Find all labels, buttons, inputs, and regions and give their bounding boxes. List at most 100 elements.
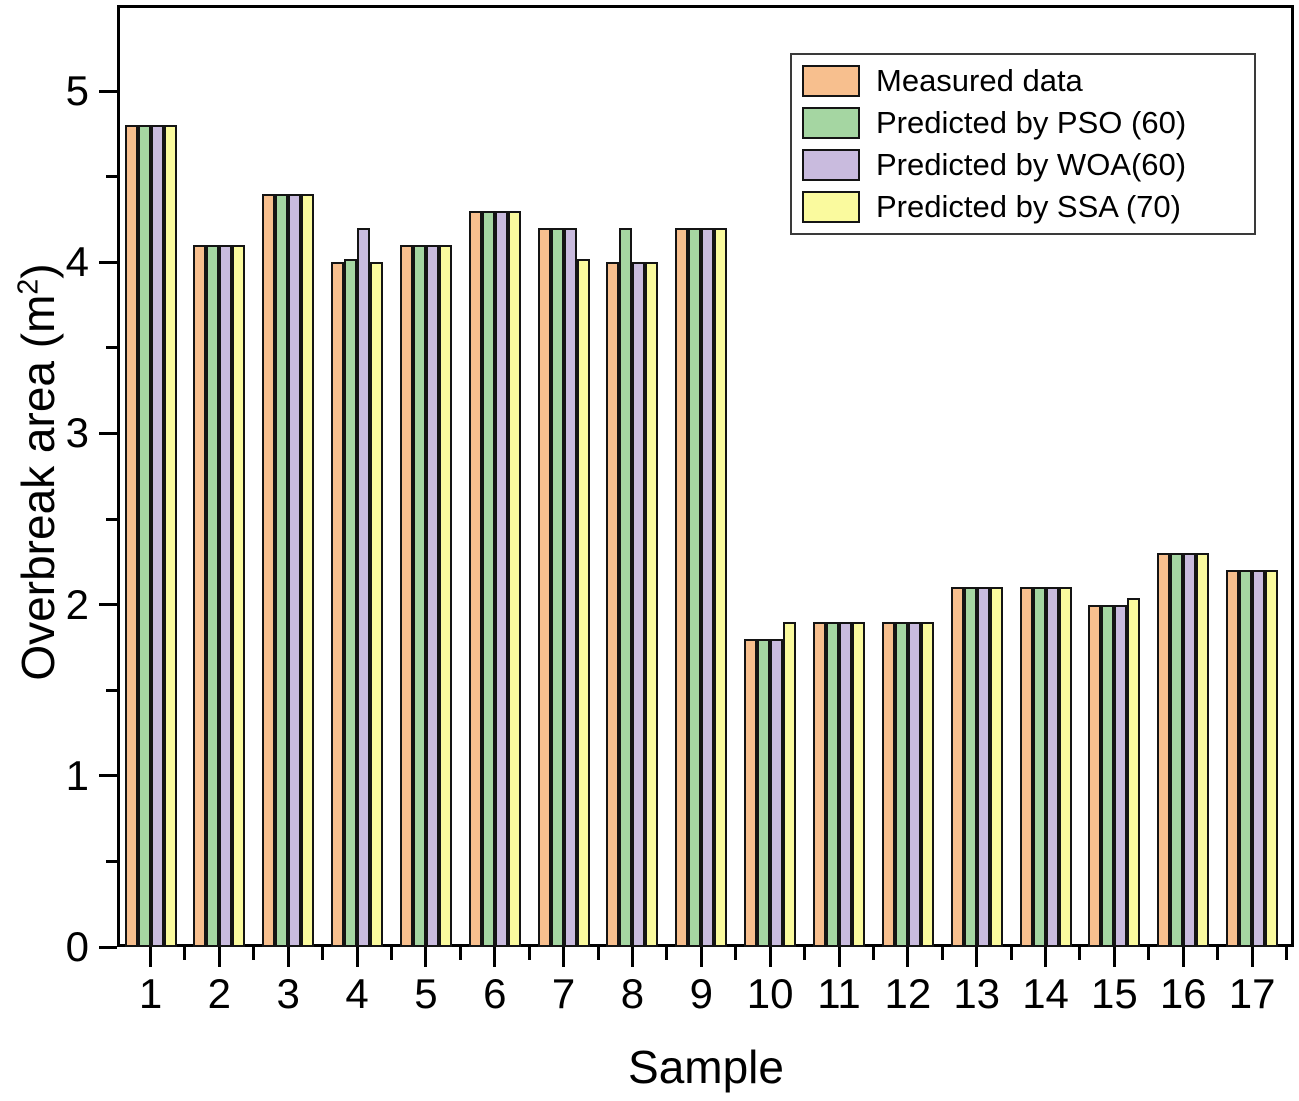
- legend-item-ssa: Predicted by SSA (70): [802, 188, 1244, 226]
- bar: [370, 262, 384, 947]
- x-tick-label: 16: [1159, 970, 1207, 1017]
- bar: [1101, 604, 1115, 947]
- x-tick-label: 1: [138, 970, 163, 1017]
- x-minor-tick: [389, 947, 393, 960]
- legend-item-measured: Measured data: [802, 62, 1244, 100]
- y-axis-title-suffix: ): [12, 263, 64, 279]
- x-major-tick: [1112, 947, 1116, 967]
- y-minor-tick: [106, 517, 117, 521]
- x-tick-label: 10: [746, 970, 794, 1017]
- x-minor-tick: [871, 947, 875, 960]
- y-major-tick: [99, 89, 117, 93]
- bar: [206, 245, 220, 947]
- x-minor-tick: [321, 947, 325, 960]
- x-major-tick: [699, 947, 703, 967]
- bar: [881, 621, 895, 947]
- bar: [193, 245, 207, 947]
- bar: [1114, 604, 1128, 947]
- x-tick-label: 2: [207, 970, 232, 1017]
- y-major-tick: [99, 774, 117, 778]
- bar: [1032, 587, 1046, 947]
- x-major-tick: [355, 947, 359, 967]
- x-major-tick: [493, 947, 497, 967]
- bar: [399, 245, 413, 947]
- bar: [412, 245, 426, 947]
- x-major-tick: [1181, 947, 1185, 967]
- y-axis-title: Overbreak area (m2): [12, 263, 64, 681]
- legend-swatch-woa: [802, 149, 860, 181]
- bar: [137, 125, 151, 947]
- x-major-tick: [975, 947, 979, 967]
- bar: [839, 621, 852, 947]
- legend-item-pso: Predicted by PSO (60): [802, 104, 1244, 142]
- x-major-tick: [768, 947, 772, 967]
- bar: [606, 262, 620, 947]
- bar: [357, 227, 371, 947]
- y-major-tick: [99, 603, 117, 607]
- bar: [1239, 570, 1253, 947]
- bar: [494, 210, 508, 947]
- x-major-tick: [562, 947, 566, 967]
- bar: [219, 245, 233, 947]
- bar: [576, 258, 590, 947]
- x-major-tick: [217, 947, 221, 967]
- bar: [262, 193, 276, 947]
- bar: [563, 227, 577, 947]
- bar: [124, 125, 138, 947]
- x-tick-label: 14: [1022, 970, 1069, 1017]
- legend-label: Predicted by PSO (60): [876, 105, 1187, 140]
- bar: [976, 587, 990, 947]
- y-tick-label: 5: [65, 67, 89, 114]
- y-major-tick: [99, 945, 117, 949]
- y-minor-tick: [106, 688, 117, 692]
- y-major-tick: [99, 260, 117, 264]
- x-tick-label: 13: [953, 970, 1001, 1017]
- y-minor-tick: [106, 175, 117, 179]
- bar: [989, 587, 1003, 947]
- y-tick-label: 3: [65, 409, 89, 457]
- x-minor-tick: [596, 947, 600, 960]
- bar: [701, 227, 715, 947]
- bar: [507, 210, 521, 947]
- x-minor-tick: [252, 947, 256, 960]
- x-tick-label: 15: [1091, 970, 1138, 1017]
- x-tick-label: 3: [276, 970, 300, 1017]
- bar: [468, 210, 482, 947]
- legend: Measured data Predicted by PSO (60) Pred…: [790, 53, 1256, 235]
- legend-swatch-ssa: [802, 191, 860, 223]
- bar: [1157, 553, 1171, 947]
- bar: [481, 210, 495, 947]
- x-tick-label: 12: [884, 970, 932, 1017]
- bar: [550, 227, 564, 947]
- bar: [813, 621, 826, 947]
- bar: [757, 638, 771, 947]
- bar: [907, 621, 921, 947]
- x-minor-tick: [1147, 947, 1151, 960]
- bar: [163, 125, 177, 947]
- bar: [1226, 570, 1240, 947]
- x-minor-tick: [1078, 947, 1082, 960]
- x-tick-label: 5: [414, 970, 438, 1017]
- legend-swatch-pso: [802, 107, 860, 139]
- bar: [744, 638, 758, 947]
- bar: [632, 262, 646, 947]
- x-major-tick: [149, 947, 152, 967]
- bar: [1265, 570, 1279, 947]
- x-major-tick: [1250, 947, 1254, 967]
- legend-item-woa: Predicted by WOA(60): [802, 146, 1244, 184]
- bar: [1019, 587, 1033, 947]
- x-minor-tick: [1285, 947, 1289, 960]
- legend-swatch-measured: [802, 65, 860, 97]
- y-axis-title-text: Overbreak area (m: [12, 294, 64, 681]
- bar: [894, 621, 908, 947]
- x-tick-label: 11: [817, 970, 861, 1017]
- bar: [1127, 597, 1141, 947]
- legend-label: Measured data: [876, 63, 1083, 98]
- bar: [619, 227, 633, 947]
- bar: [1252, 570, 1266, 947]
- bar: [1045, 587, 1059, 947]
- bar: [438, 245, 452, 947]
- bar: [1183, 553, 1197, 947]
- x-tick-label: 6: [483, 970, 507, 1017]
- y-tick-label: 1: [65, 751, 89, 799]
